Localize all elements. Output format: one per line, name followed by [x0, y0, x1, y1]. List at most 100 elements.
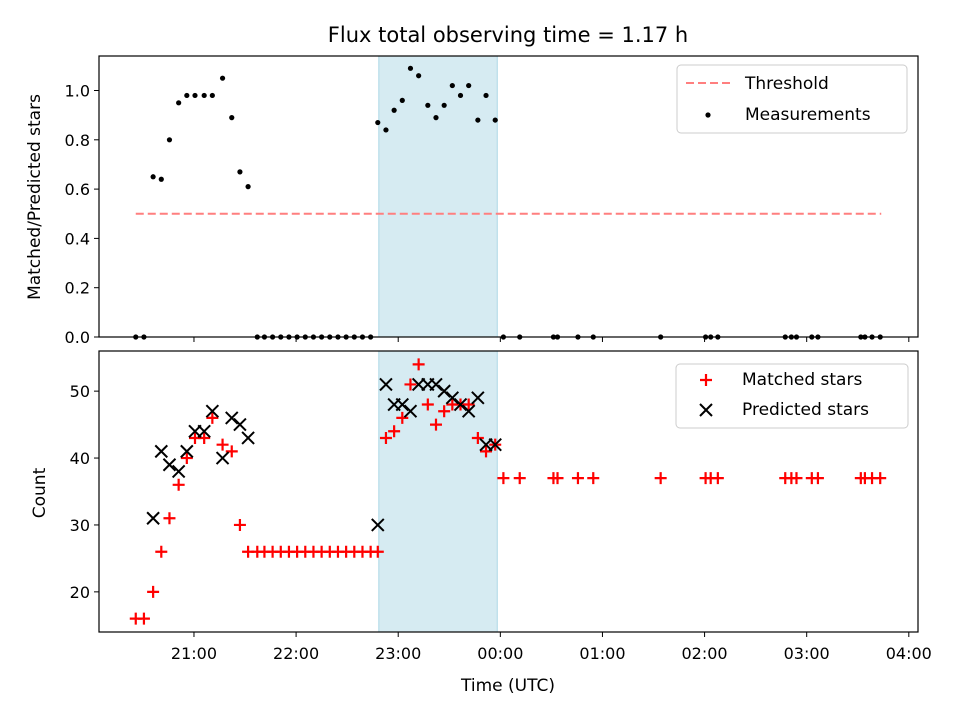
- top-axes-frame: [98, 55, 919, 338]
- matched-star-point: [497, 472, 510, 485]
- measurement-point: [237, 169, 243, 175]
- matched-star-point: [180, 452, 193, 465]
- threshold-legend-label: Threshold: [744, 74, 829, 94]
- measurement-point: [219, 75, 226, 81]
- predicted-star-point: [488, 437, 502, 452]
- predicted-star-point: [154, 444, 169, 459]
- bottom-y-tick-label: 20: [70, 583, 90, 602]
- matched-star-point: [147, 585, 160, 598]
- bottom-y-tick-label: 30: [70, 516, 90, 535]
- top-highlight-span: [378, 55, 498, 338]
- measurement-point: [475, 117, 481, 123]
- bottom-axes-frame: [98, 350, 919, 633]
- matched-star-point: [371, 545, 384, 558]
- predicted-star-point: [403, 404, 418, 418]
- figure-title: Flux total observing time = 1.17 h: [328, 23, 688, 47]
- predicted-star-point: [171, 464, 186, 479]
- bottom-plot-area: [129, 350, 887, 633]
- x-tick-label: 04:00: [886, 644, 932, 663]
- top-panel: 0.0 0.2 0.4 0.6 0.8 1.0 Matched/Predicted sta…: [25, 55, 919, 347]
- bottom-highlight-span: [378, 350, 498, 633]
- matched-star-point: [163, 512, 176, 525]
- matched-star-point: [216, 438, 229, 451]
- measurement-point: [416, 73, 422, 79]
- measurement-point: [483, 92, 489, 99]
- matched-star-point: [790, 472, 803, 485]
- matched-legend-swatch: [700, 374, 712, 386]
- x-tick-label: 00:00: [477, 644, 523, 663]
- x-tick-label: 01:00: [579, 644, 625, 663]
- predicted-star-point: [371, 518, 385, 532]
- x-tick-label: 23:00: [375, 644, 421, 663]
- top-y-tick-label: 0.4: [65, 229, 90, 248]
- matched-star-point: [551, 472, 564, 485]
- matched-star-point: [421, 398, 434, 411]
- matched-legend-label: Matched stars: [742, 370, 862, 390]
- measurement-point: [399, 97, 405, 103]
- matched-star-point: [711, 472, 724, 485]
- measurement-point: [229, 115, 235, 121]
- matched-star-point: [233, 518, 246, 531]
- matched-star-point: [654, 472, 667, 485]
- measurement-point: [407, 65, 414, 71]
- bottom-y-axis-label: Count: [30, 467, 50, 518]
- bottom-series-matched-stars: [129, 358, 887, 625]
- top-legend: Threshold Measurements: [676, 64, 908, 134]
- matched-star-point: [571, 472, 584, 485]
- predicted-star-point: [197, 424, 211, 438]
- matched-star-point: [379, 431, 392, 444]
- predicted-star-point: [241, 431, 255, 445]
- measurement-point: [492, 117, 498, 123]
- measurement-point: [433, 115, 439, 121]
- measurement-point: [441, 102, 447, 108]
- matched-star-point: [206, 411, 219, 424]
- measurement-point: [166, 137, 173, 143]
- matched-star-point: [396, 411, 409, 424]
- measurement-point: [245, 184, 251, 190]
- predicted-legend-label: Predicted stars: [742, 400, 869, 420]
- measurement-point: [457, 92, 464, 99]
- matched-star-point: [471, 431, 484, 444]
- top-plot-area: [133, 55, 883, 340]
- top-legend-box: [676, 64, 908, 134]
- bottom-x-ticks: 21:00 22:00 23:00 00:00 01:00 02:00 03:00 04:00: [171, 632, 932, 663]
- bottom-legend-box: [675, 363, 909, 429]
- matched-star-point: [438, 405, 451, 418]
- matched-star-point: [513, 472, 526, 485]
- matched-star-point: [404, 378, 417, 391]
- matched-star-point: [811, 472, 824, 485]
- x-axis-label: Time (UTC): [460, 676, 555, 696]
- measurement-point: [201, 92, 207, 99]
- x-tick-label: 02:00: [682, 644, 728, 663]
- measurement-point: [192, 92, 198, 99]
- measurements-legend-label: Measurements: [745, 105, 871, 125]
- measurement-point: [391, 107, 397, 113]
- bottom-y-tick-label: 40: [70, 449, 90, 468]
- top-y-tick-label: 0.6: [65, 180, 90, 199]
- bottom-legend: Matched stars Predicted stars: [675, 363, 909, 429]
- predicted-star-point: [215, 451, 230, 465]
- predicted-star-point: [471, 391, 485, 405]
- predicted-star-point: [453, 397, 468, 412]
- matched-star-point: [172, 478, 185, 491]
- measurement-point: [184, 92, 190, 99]
- predicted-star-point: [379, 377, 393, 392]
- matched-star-point: [429, 418, 442, 431]
- top-y-tick-label: 0.0: [65, 328, 90, 347]
- predicted-star-point: [461, 404, 476, 418]
- predicted-star-point: [429, 377, 443, 392]
- measurement-point: [176, 100, 182, 106]
- predicted-star-point: [437, 384, 451, 398]
- matched-star-point: [412, 358, 425, 371]
- measurement-point: [466, 82, 472, 89]
- matched-star-point: [480, 445, 493, 458]
- bottom-series-predicted-stars: [146, 377, 502, 532]
- measurement-point: [209, 92, 215, 99]
- bottom-y-tick-label: 50: [70, 382, 90, 401]
- predicted-star-point: [205, 404, 220, 418]
- matched-star-point: [155, 545, 168, 558]
- bottom-panel: 20 30 40 50 21:00 22:00 23:00 00:00 01:00 02:00 0…: [30, 350, 932, 696]
- predicted-star-point: [162, 458, 177, 472]
- bottom-y-ticks: 20 30 40 50: [70, 382, 99, 602]
- matched-star-point: [462, 398, 475, 411]
